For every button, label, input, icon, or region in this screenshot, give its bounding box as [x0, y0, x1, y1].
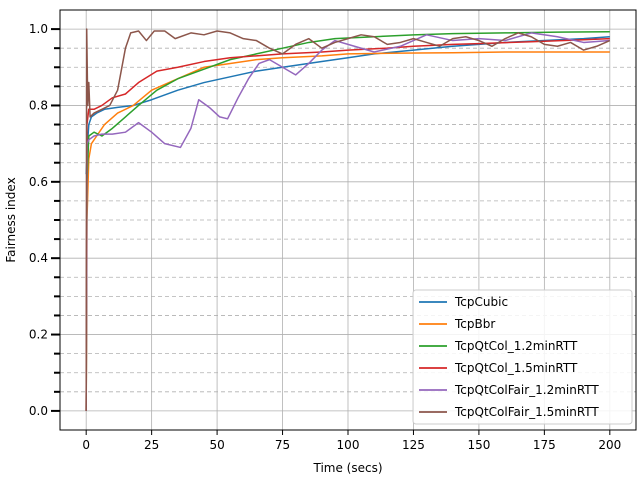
x-tick-label: 50 — [209, 438, 224, 452]
series-line-3 — [85, 31, 610, 411]
x-tick-label: 0 — [82, 438, 90, 452]
x-tick-label: 150 — [467, 438, 490, 452]
series-line-4 — [85, 37, 610, 411]
x-tick-label: 25 — [144, 438, 159, 452]
series-layer — [85, 28, 611, 411]
y-tick-label: 0.2 — [29, 328, 48, 342]
y-axis-title: Fairness index — [4, 177, 18, 262]
legend-label-1: TcpCubic — [454, 295, 508, 309]
y-tick-label: 0.0 — [29, 404, 48, 418]
legend-label-2: TcpBbr — [454, 317, 495, 331]
legend-label-4: TcpQtCol_1.5minRTT — [454, 361, 578, 375]
x-tick-label: 125 — [402, 438, 425, 452]
y-tick-label: 1.0 — [29, 22, 48, 36]
series-line-2 — [85, 51, 610, 411]
legend-label-6: TcpQtColFair_1.5minRTT — [454, 405, 599, 419]
series-line-6 — [85, 28, 611, 411]
x-axis-title: Time (secs) — [312, 461, 382, 475]
ticks: 0.0 0.2 0.4 0.6 0.8 1.0 0 25 50 75 100 125 150 175 200 — [29, 22, 621, 452]
y-tick-label: 0.4 — [29, 251, 48, 265]
series-line-5 — [85, 32, 610, 411]
legend-label-5: TcpQtColFair_1.2minRTT — [454, 383, 599, 397]
y-tick-label: 0.6 — [29, 175, 48, 189]
legend: TcpCubic TcpBbr TcpQtCol_1.2minRTT TcpQtCol… — [412, 289, 633, 425]
x-tick-label: 75 — [275, 438, 290, 452]
legend-box — [412, 289, 633, 425]
y-tick-label: 0.8 — [29, 98, 48, 112]
x-tick-label: 200 — [598, 438, 621, 452]
legend-label-3: TcpQtCol_1.2minRTT — [454, 339, 578, 353]
x-tick-label: 100 — [337, 438, 360, 452]
x-tick-label: 175 — [533, 438, 556, 452]
